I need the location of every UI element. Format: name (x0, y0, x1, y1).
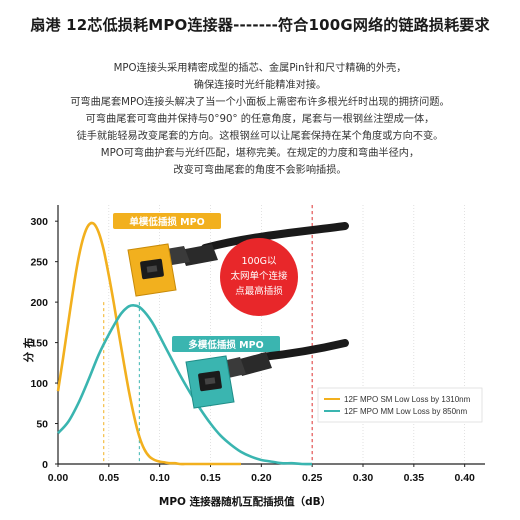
max-loss-bubble: 100G以 太网单个连接 点最高插损 (220, 238, 298, 316)
y-tick-label: 50 (36, 419, 48, 431)
x-tick-label: 0.10 (149, 472, 170, 484)
legend: 12F MPO SM Low Loss by 1310nm 12F MPO MM… (317, 387, 483, 423)
y-tick-label: 0 (42, 459, 48, 471)
series-line (57, 304, 313, 466)
y-tick-label: 250 (30, 257, 48, 269)
x-tick-labels: 0.00 0.05 0.10 0.15 0.20 0.25 0.30 0.35 0.40 (48, 464, 475, 484)
y-tick-label: 100 (30, 378, 48, 390)
sm-badge-label: 单模低插损 MPO (129, 216, 204, 228)
description-line: 确保连接时光纤能精准对接。 (193, 80, 327, 91)
description-line: MPO可弯曲护套与光纤匹配，堪称完美。在规定的力度和弯曲半径内， (100, 148, 420, 159)
series-lines (56, 221, 313, 466)
bubble-text-line: 100G以 (242, 256, 277, 267)
x-tick-label: 0.25 (302, 472, 323, 484)
description-block: MPO连接头采用精密成型的插芯、金属Pin针和尺寸精确的外壳， 确保连接时光纤能… (20, 60, 500, 179)
grid-lines (108, 205, 465, 464)
series-line (56, 221, 241, 466)
description-line: 可弯曲尾套可弯曲并保持与0°90° 的任意角度，尾套与一根钢丝注塑成一体， (85, 114, 435, 125)
sm-badge (113, 213, 221, 229)
y-tick-label: 200 (30, 297, 48, 309)
x-tick-label: 0.00 (48, 472, 69, 484)
x-axis-title: MPO 连接器随机互配插损值（dB） (159, 495, 331, 508)
mpo-connector-mm-icon (185, 339, 349, 409)
description-line: MPO连接头采用精密成型的插芯、金属Pin针和尺寸精确的外壳， (113, 63, 407, 74)
x-tick-label: 0.40 (454, 472, 475, 484)
mpo-connector-sm-icon (127, 222, 349, 297)
bubble-circle (220, 238, 298, 316)
x-tick-label: 0.35 (404, 472, 425, 484)
mm-badge (172, 336, 280, 352)
mm-badge-label: 多模低插损 MPO (188, 339, 263, 351)
bubble-text-line: 太网单个连接 (230, 270, 288, 282)
x-tick-label: 0.20 (251, 472, 272, 484)
y-tick-label: 300 (30, 216, 48, 228)
y-tick-labels: 0 50 100 150 200 250 300 (30, 216, 58, 471)
y-tick-label: 150 (30, 338, 48, 350)
legend-box (317, 387, 483, 423)
legend-label-mm: 12F MPO MM Low Loss by 850nm (344, 407, 467, 416)
legend-label-sm: 12F MPO SM Low Loss by 1310nm (344, 395, 471, 404)
description-line: 改变可弯曲尾套的角度不会影响插损。 (173, 165, 347, 176)
mm-annotation: 多模低插损 MPO (172, 336, 349, 409)
description-line: 徒手就能轻易改变尾套的方向。这根钢丝可以让尾套保持在某个角度或方向不变。 (76, 131, 444, 142)
description-line: 可弯曲尾套MPO连接头解决了当一个小面板上需密布许多根光纤时出现的拥挤问题。 (70, 97, 450, 108)
page-title: 扇港 12芯低损耗MPO连接器-------符合100G网络的链路损耗要求 (30, 16, 490, 34)
sm-annotation: 单模低插损 MPO (113, 213, 349, 297)
bubble-text-line: 点最高插损 (235, 285, 283, 297)
x-tick-label: 0.30 (353, 472, 374, 484)
x-tick-label: 0.05 (99, 472, 120, 484)
x-tick-label: 0.15 (200, 472, 221, 484)
y-axis-title: 分 布 (22, 337, 35, 362)
